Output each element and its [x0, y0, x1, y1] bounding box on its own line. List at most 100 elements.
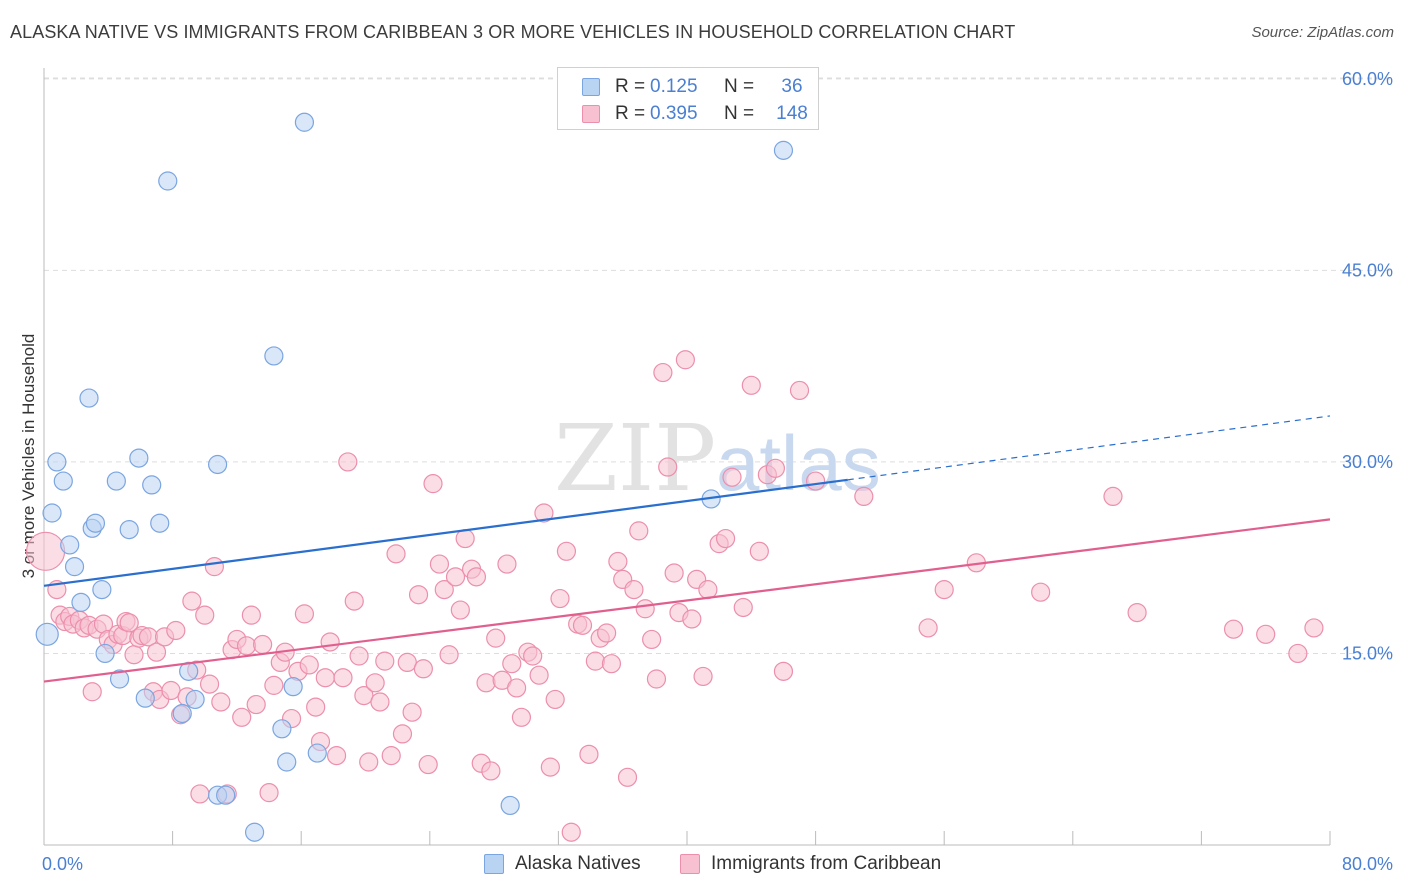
caribbean-point [534, 503, 554, 523]
caribbean-point [749, 541, 769, 561]
caribbean-point [765, 458, 786, 478]
caribbean-point [1288, 643, 1308, 664]
alaska-point [47, 452, 67, 472]
caribbean-point [507, 678, 527, 698]
caribbean-point [523, 646, 543, 666]
caribbean-point [698, 580, 718, 600]
caribbean-point [402, 702, 422, 722]
trend-line-alaska [43, 478, 848, 587]
caribbean-point [476, 673, 496, 693]
caribbean-point [413, 659, 433, 679]
y-tick-label: 30.0% [1342, 452, 1393, 472]
caribbean-point [715, 528, 736, 549]
bottom-legend-swatch-alaska [484, 854, 504, 874]
caribbean-point [1223, 619, 1244, 639]
caribbean-point [466, 567, 487, 587]
alaska-point [35, 622, 59, 646]
alaska-point [79, 388, 99, 408]
alaska-point [92, 580, 112, 600]
caribbean-point [675, 350, 695, 370]
caribbean-point [445, 567, 466, 587]
alaska-point [85, 513, 106, 533]
caribbean-point [561, 822, 581, 842]
alaska-point [158, 171, 178, 191]
caribbean-point [629, 521, 649, 541]
caribbean-point [439, 645, 459, 665]
alaska-point [773, 140, 794, 160]
bottom-legend-label-alaska: Alaska Natives [515, 853, 641, 874]
alaska-point [95, 643, 115, 664]
caribbean-point [540, 757, 560, 777]
axes [43, 68, 1331, 846]
caribbean-point [918, 618, 938, 638]
legend-r-label: R = [615, 76, 646, 97]
caribbean-point [294, 604, 315, 624]
caribbean-point [423, 474, 443, 494]
caribbean-point [264, 675, 284, 695]
caribbean-point [365, 673, 385, 693]
trend-line-alaska-extension [847, 415, 1331, 481]
legend-swatch-caribbean [582, 105, 600, 123]
caribbean-point [646, 669, 667, 689]
y-tick-label: 60.0% [1342, 69, 1393, 89]
caribbean-point [722, 467, 742, 487]
caribbean-point [597, 623, 617, 643]
caribbean-point [253, 634, 273, 655]
trend-lines [43, 415, 1331, 683]
caribbean-point [246, 694, 266, 715]
caribbean-point [124, 645, 144, 665]
watermark: ZIP atlas [554, 405, 881, 512]
alaska-point [142, 475, 162, 495]
alaska-point [277, 752, 297, 772]
caribbean-point [741, 375, 761, 395]
alaska-point [283, 677, 303, 697]
caribbean-point [306, 697, 326, 717]
caribbean-point [119, 613, 139, 633]
legend-r-value: 0.395 [650, 103, 698, 124]
legend-n-label: N = [724, 76, 755, 97]
trend-line-caribbean [43, 518, 1331, 683]
caribbean-point [653, 362, 673, 383]
y-tick-label: 45.0% [1342, 260, 1393, 280]
caribbean-point [481, 761, 501, 781]
gridlines [44, 77, 1392, 654]
alaska-point [208, 454, 228, 475]
alaska-point [216, 785, 236, 805]
caribbean-point [1031, 582, 1051, 602]
alaska-point [53, 471, 73, 491]
caribbean-point [608, 551, 628, 572]
caribbean-point [934, 580, 954, 600]
caribbean-point [556, 541, 577, 561]
caribbean-point [429, 554, 450, 574]
tick-labels: 15.0% 30.0% 45.0% 60.0% 0.0% 80.0% [42, 69, 1393, 874]
alaska-point [135, 688, 155, 708]
alaska-point [60, 535, 80, 555]
caribbean-point [1127, 602, 1147, 623]
legend-r-label: R = [615, 103, 646, 124]
caribbean-point [349, 646, 369, 666]
legend-swatch-alaska [582, 78, 600, 96]
alaska-point [150, 513, 170, 533]
correlation-legend: R = 0.125 N = 36 R = 0.395 N = 148 [557, 67, 819, 130]
caribbean-point [805, 471, 826, 491]
caribbean-point [1256, 624, 1276, 644]
caribbean-point [370, 692, 390, 712]
caribbean-point [682, 609, 702, 629]
caribbean-point [333, 668, 353, 688]
alaska-point [294, 112, 315, 132]
alaska-point [71, 592, 91, 612]
caribbean-point [733, 597, 753, 618]
alaska-point [64, 557, 85, 577]
caribbean-point [635, 599, 655, 619]
caribbean-point [326, 746, 347, 766]
alaska-point [129, 448, 149, 468]
caribbean-point [658, 457, 678, 477]
caribbean-point [418, 754, 438, 775]
caribbean-point [166, 620, 186, 641]
y-tick-label: 15.0% [1342, 643, 1393, 663]
caribbean-point [299, 655, 319, 675]
alaska-point [119, 519, 139, 540]
caribbean-point [1304, 618, 1324, 638]
caribbean-point [1103, 486, 1123, 506]
